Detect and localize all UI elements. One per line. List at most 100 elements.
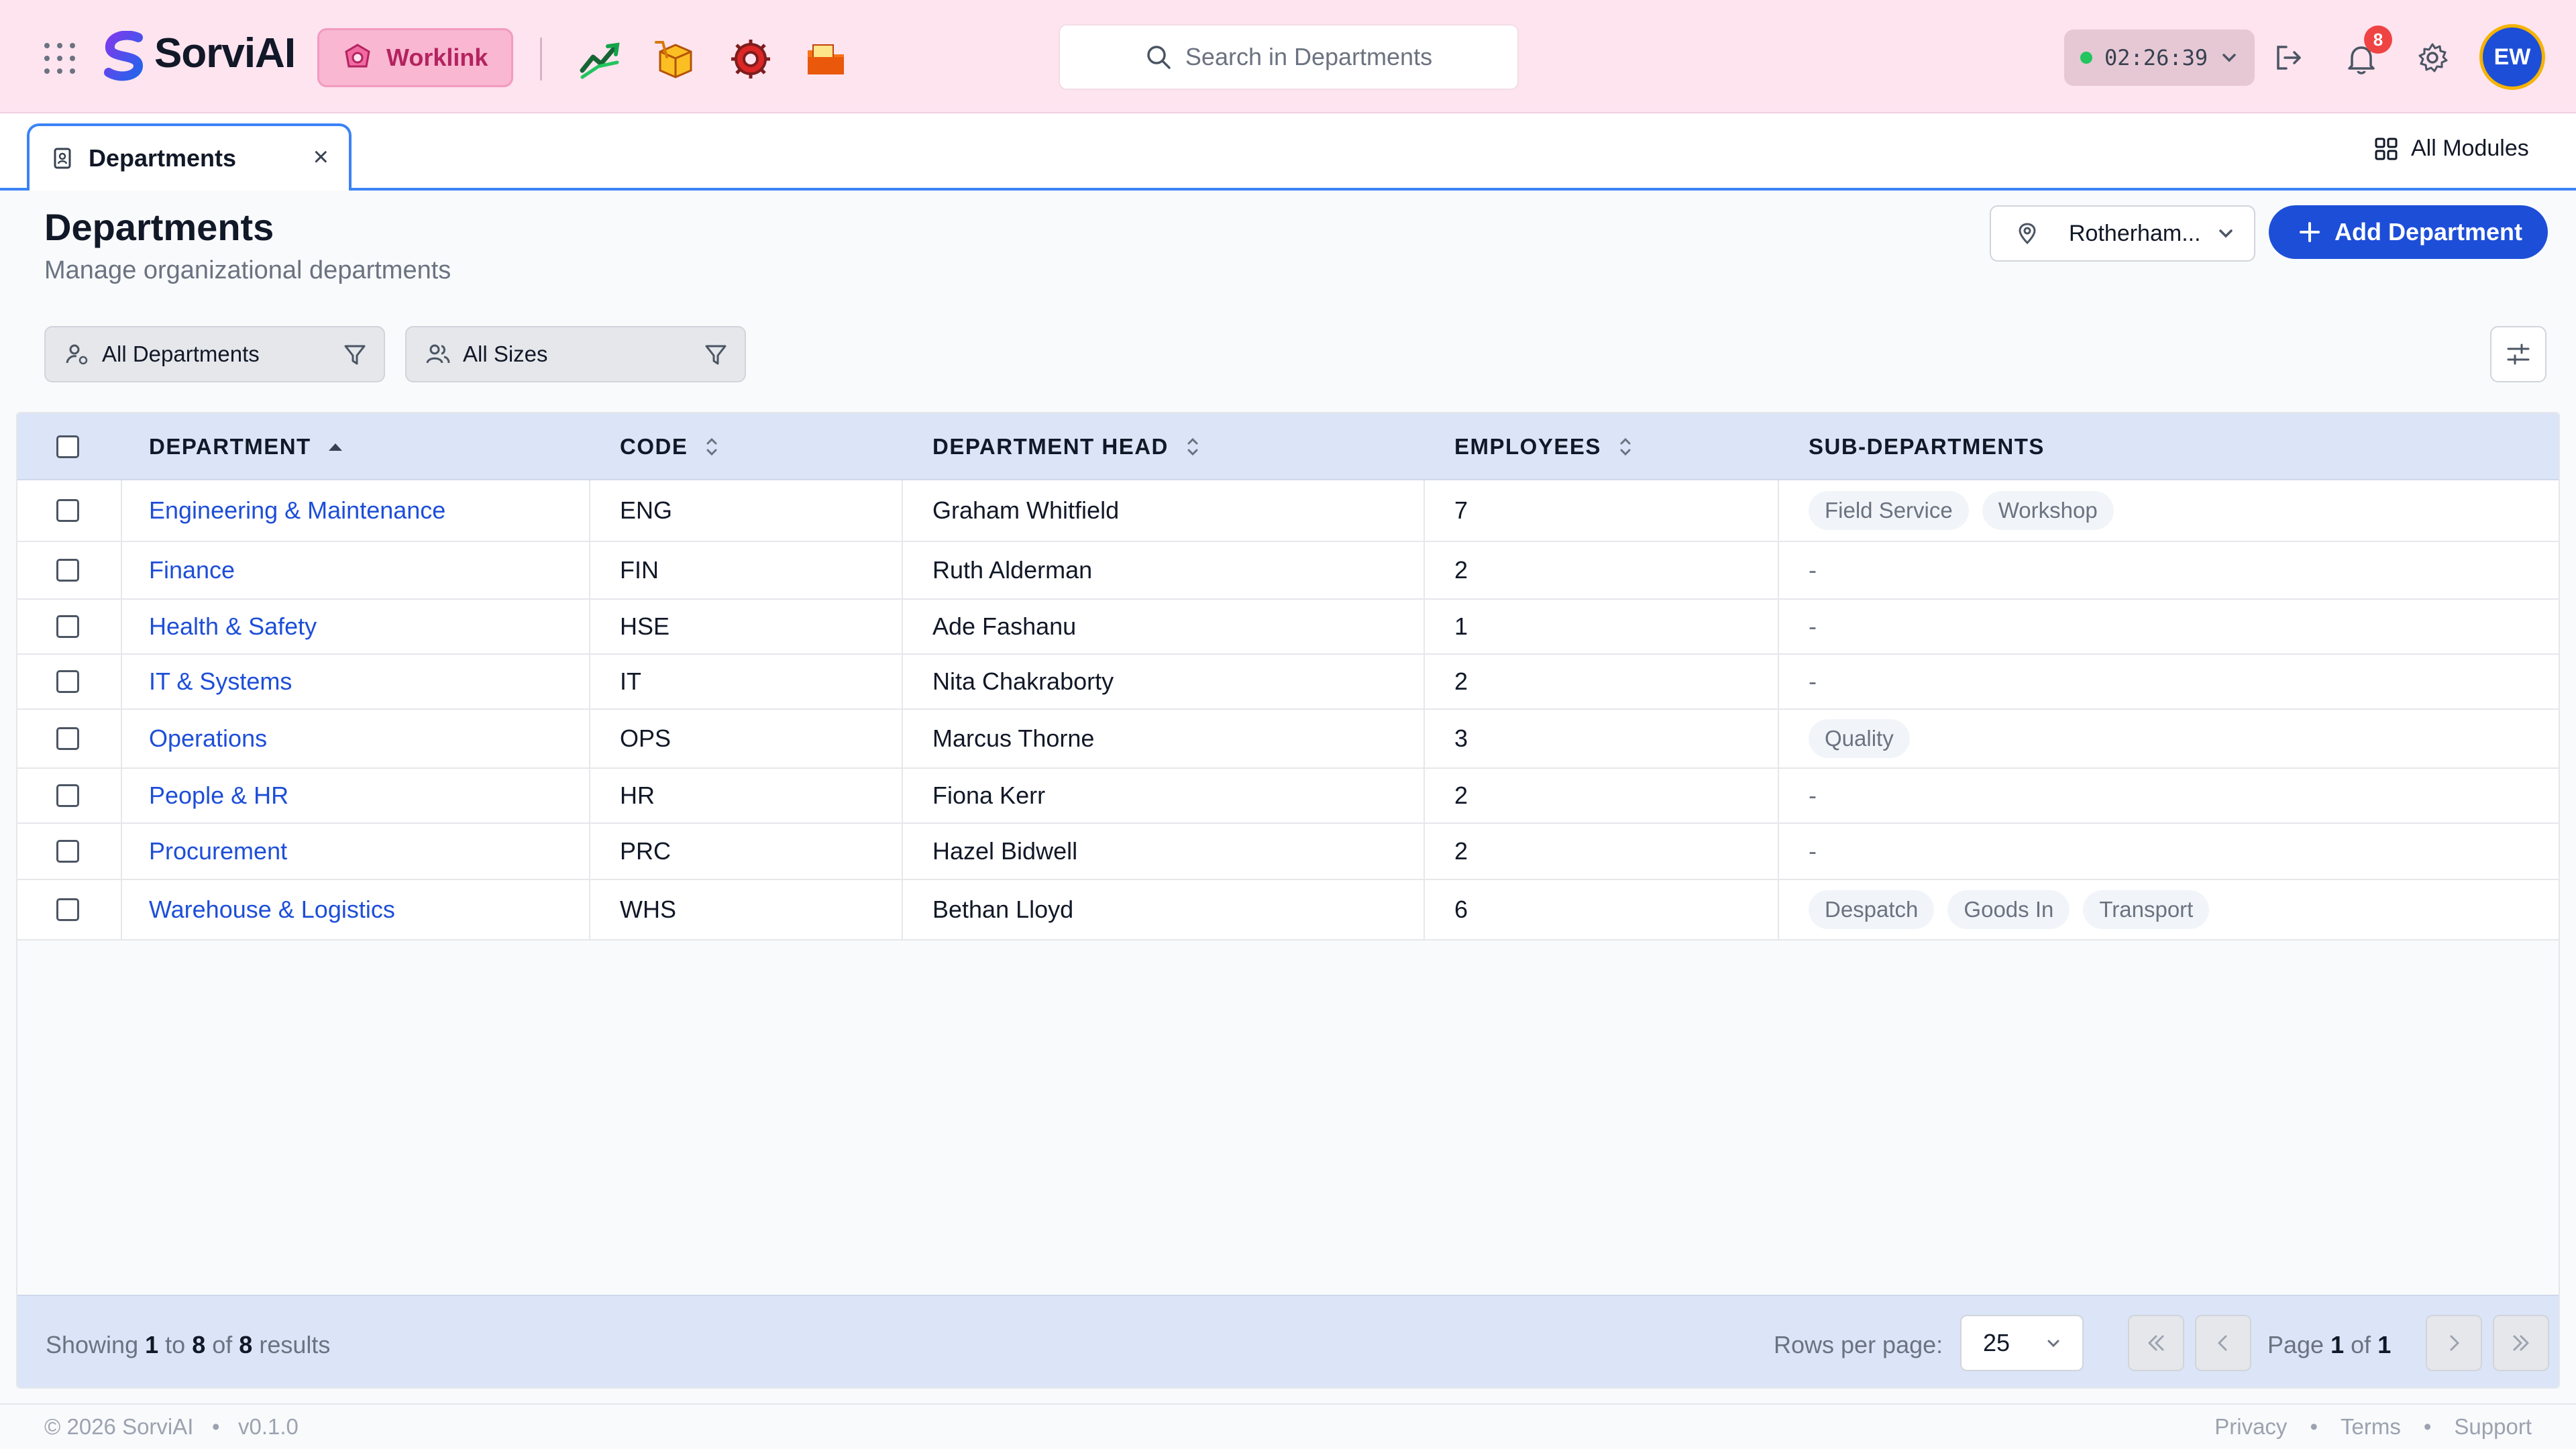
logout-icon[interactable] [2271, 40, 2306, 75]
location-value: Rotherham... [2069, 220, 2201, 246]
column-divider [902, 824, 903, 879]
select-all-checkbox[interactable] [56, 435, 79, 458]
department-code: FIN [620, 556, 659, 584]
time-tracker[interactable]: 02:26:39 [2064, 30, 2255, 86]
notification-badge: 8 [2364, 25, 2392, 54]
last-page-button[interactable] [2493, 1315, 2549, 1371]
table-row[interactable]: Warehouse & Logistics WHS Bethan Lloyd 6 Des… [17, 880, 2559, 941]
employee-count: 1 [1454, 612, 1468, 640]
first-page-button[interactable] [2128, 1315, 2184, 1371]
department-link[interactable]: Procurement [149, 837, 288, 865]
all-modules-label: All Modules [2411, 136, 2529, 161]
table-row[interactable]: Procurement PRC Hazel Bidwell 2 - [17, 824, 2559, 880]
table-row[interactable]: IT & Systems IT Nita Chakraborty 2 - [17, 655, 2559, 710]
department-link[interactable]: IT & Systems [149, 667, 292, 695]
next-page-button[interactable] [2426, 1315, 2482, 1371]
sub-department-chip: Transport [2083, 890, 2210, 929]
row-select-cell [56, 542, 79, 598]
previous-page-button[interactable] [2195, 1315, 2251, 1371]
employee-count: 2 [1454, 667, 1468, 695]
table-row[interactable]: People & HR HR Fiona Kerr 2 - [17, 769, 2559, 824]
bell-icon[interactable] [2344, 42, 2379, 76]
files-module-icon[interactable] [804, 37, 848, 81]
department-head: Bethan Lloyd [932, 896, 1074, 923]
id-badge-icon [54, 148, 71, 169]
column-header-department[interactable]: DEPARTMENT [149, 413, 345, 480]
chevrons-left-icon [2148, 1335, 2164, 1351]
add-department-button[interactable]: Add Department [2269, 205, 2548, 259]
support-link[interactable]: Support [2454, 1414, 2532, 1439]
column-divider [902, 542, 903, 598]
status-dot [2080, 52, 2092, 64]
rows-per-page-select[interactable]: 25 [1960, 1315, 2084, 1371]
privacy-link[interactable]: Privacy [2214, 1414, 2288, 1439]
row-checkbox[interactable] [56, 727, 79, 750]
worklink-icon [345, 44, 370, 68]
column-header-employees[interactable]: EMPLOYEES [1454, 413, 1635, 480]
tab-underline [0, 188, 2576, 191]
table-row[interactable]: Finance FIN Ruth Alderman 2 - [17, 542, 2559, 600]
all-modules-button[interactable]: All Modules [2373, 136, 2529, 162]
table-row[interactable]: Operations OPS Marcus Thorne 3 Quality [17, 710, 2559, 769]
column-divider [1778, 655, 1779, 708]
empty-value: - [1809, 556, 1817, 584]
column-divider [1424, 769, 1425, 822]
chevrons-right-icon [2513, 1335, 2529, 1351]
row-checkbox[interactable] [56, 784, 79, 807]
department-link[interactable]: Engineering & Maintenance [149, 496, 446, 524]
empty-value: - [1809, 612, 1817, 640]
column-divider [589, 710, 590, 767]
brand-name[interactable]: SorviAI [154, 30, 296, 76]
copyright: © 2026 SorviAI • v0.1.0 [44, 1414, 299, 1439]
results-label: results [259, 1331, 331, 1358]
filter-icon [344, 345, 366, 365]
column-divider [589, 542, 590, 598]
location-select[interactable]: Rotherham... [1990, 205, 2255, 262]
department-link[interactable]: Finance [149, 556, 235, 584]
user-avatar[interactable]: EW [2479, 24, 2545, 90]
row-checkbox[interactable] [56, 898, 79, 921]
row-select-cell [56, 600, 79, 653]
search-input[interactable]: Search in Departments [1059, 24, 1519, 90]
sub-departments-cell: - [1809, 542, 1817, 598]
page-title: Departments [44, 206, 274, 248]
separator: • [2423, 1414, 2432, 1439]
sub-department-chip: Quality [1809, 719, 1910, 758]
column-label: SUB-DEPARTMENTS [1809, 434, 2045, 459]
service-module-icon[interactable] [729, 37, 773, 81]
app-launcher-icon[interactable] [44, 43, 75, 74]
of-label: of [212, 1331, 233, 1358]
column-settings-button[interactable] [2490, 326, 2546, 382]
worklink-module-button[interactable]: Worklink [317, 28, 513, 87]
row-checkbox[interactable] [56, 670, 79, 693]
analytics-module-icon[interactable] [578, 37, 623, 81]
row-checkbox[interactable] [56, 559, 79, 582]
table-row[interactable]: Health & Safety HSE Ade Fashanu 1 - [17, 600, 2559, 655]
sort-ascending-icon [328, 443, 342, 451]
column-divider [1778, 600, 1779, 653]
column-header-department-head[interactable]: DEPARTMENT HEAD [932, 413, 1202, 480]
sort-icon [1187, 437, 1198, 456]
department-link[interactable]: People & HR [149, 782, 289, 809]
department-link[interactable]: Warehouse & Logistics [149, 896, 395, 923]
department-code: OPS [620, 724, 672, 752]
inventory-module-icon[interactable] [653, 37, 698, 81]
total-pages: 1 [2377, 1331, 2392, 1358]
row-checkbox[interactable] [56, 840, 79, 863]
tab-departments[interactable]: Departments × [27, 123, 352, 191]
row-checkbox[interactable] [56, 615, 79, 638]
empty-value: - [1809, 667, 1817, 695]
department-filter[interactable]: All Departments [44, 326, 385, 382]
department-link[interactable]: Operations [149, 724, 268, 752]
terms-link[interactable]: Terms [2341, 1414, 2401, 1439]
row-checkbox[interactable] [56, 499, 79, 522]
column-header-sub-departments: SUB-DEPARTMENTS [1809, 413, 2045, 480]
department-link[interactable]: Health & Safety [149, 612, 317, 640]
size-filter[interactable]: All Sizes [405, 326, 746, 382]
table-row[interactable]: Engineering & Maintenance ENG Graham Whitf… [17, 480, 2559, 542]
sorviai-logo-icon [104, 31, 144, 81]
close-icon[interactable]: × [313, 142, 329, 172]
column-header-code[interactable]: CODE [620, 413, 721, 480]
gear-icon[interactable] [2415, 40, 2450, 75]
department-head: Fiona Kerr [932, 782, 1046, 809]
